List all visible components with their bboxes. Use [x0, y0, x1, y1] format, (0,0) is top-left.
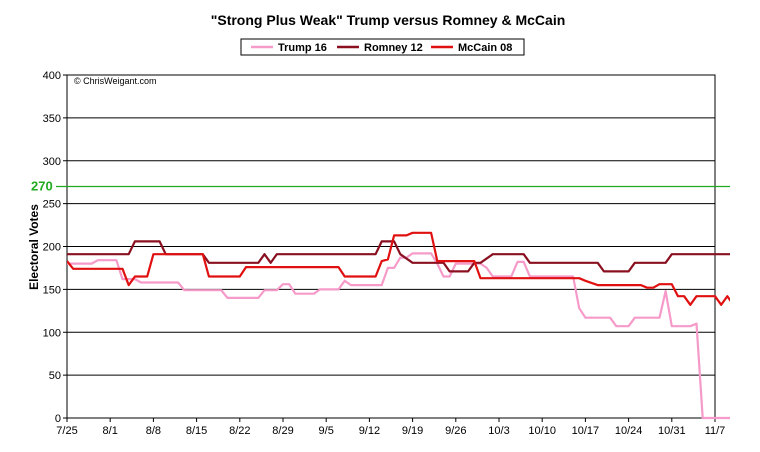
y-tick-label: 50: [49, 370, 61, 382]
series-line-mccain-08: [67, 231, 730, 306]
y-tick-label: 250: [43, 199, 61, 211]
x-tick-label: 9/26: [445, 425, 466, 437]
legend-box: [240, 38, 525, 56]
x-tick-label: 10/10: [528, 425, 556, 437]
legend: Trump 16 Romney 12 McCain 08: [240, 38, 525, 56]
legend-label: Romney 12: [364, 42, 423, 54]
series-line-trump-16: [67, 252, 730, 420]
x-tick-label: 8/15: [186, 425, 207, 437]
y-tick-label: 100: [43, 327, 61, 339]
x-tick-label: 9/19: [402, 425, 423, 437]
watermark-text: © ChrisWeigant.com: [74, 76, 157, 86]
chart-title: "Strong Plus Weak" Trump versus Romney &…: [211, 12, 566, 28]
y-tick-label: 200: [43, 242, 61, 254]
y-axis-ticks: 0 50 100 150 200 250 300 350 400: [43, 70, 67, 425]
y-tick-label: 0: [55, 413, 61, 425]
x-tick-label: 10/31: [658, 425, 686, 437]
x-tick-label: 9/12: [359, 425, 380, 437]
x-tick-label: 10/24: [615, 425, 643, 437]
x-tick-label: 7/25: [56, 425, 77, 437]
reference-line-270: 270: [31, 178, 730, 193]
x-tick-label: 8/1: [103, 425, 118, 437]
x-tick-label: 8/29: [272, 425, 293, 437]
x-tick-label: 9/5: [319, 425, 334, 437]
legend-label: McCain 08: [458, 42, 512, 54]
x-tick-label: 11/7: [705, 425, 726, 437]
series-lines: [67, 231, 730, 420]
y-tick-label: 350: [43, 113, 61, 125]
y-tick-label: 150: [43, 284, 61, 296]
y-tick-label: 400: [43, 70, 61, 82]
x-tick-label: 8/8: [146, 425, 161, 437]
x-tick-label: 10/3: [488, 425, 509, 437]
x-tick-label: 8/22: [229, 425, 250, 437]
x-tick-label: 10/17: [572, 425, 600, 437]
x-axis-ticks: 7/25 8/1 8/8 8/15 8/22 8/29 9/5 9/12 9/19 9/26 10/…: [56, 418, 725, 437]
legend-label: Trump 16: [278, 42, 327, 54]
reference-label: 270: [31, 178, 53, 193]
y-tick-label: 300: [43, 156, 61, 168]
y-axis-label: Electoral Votes: [27, 204, 41, 290]
